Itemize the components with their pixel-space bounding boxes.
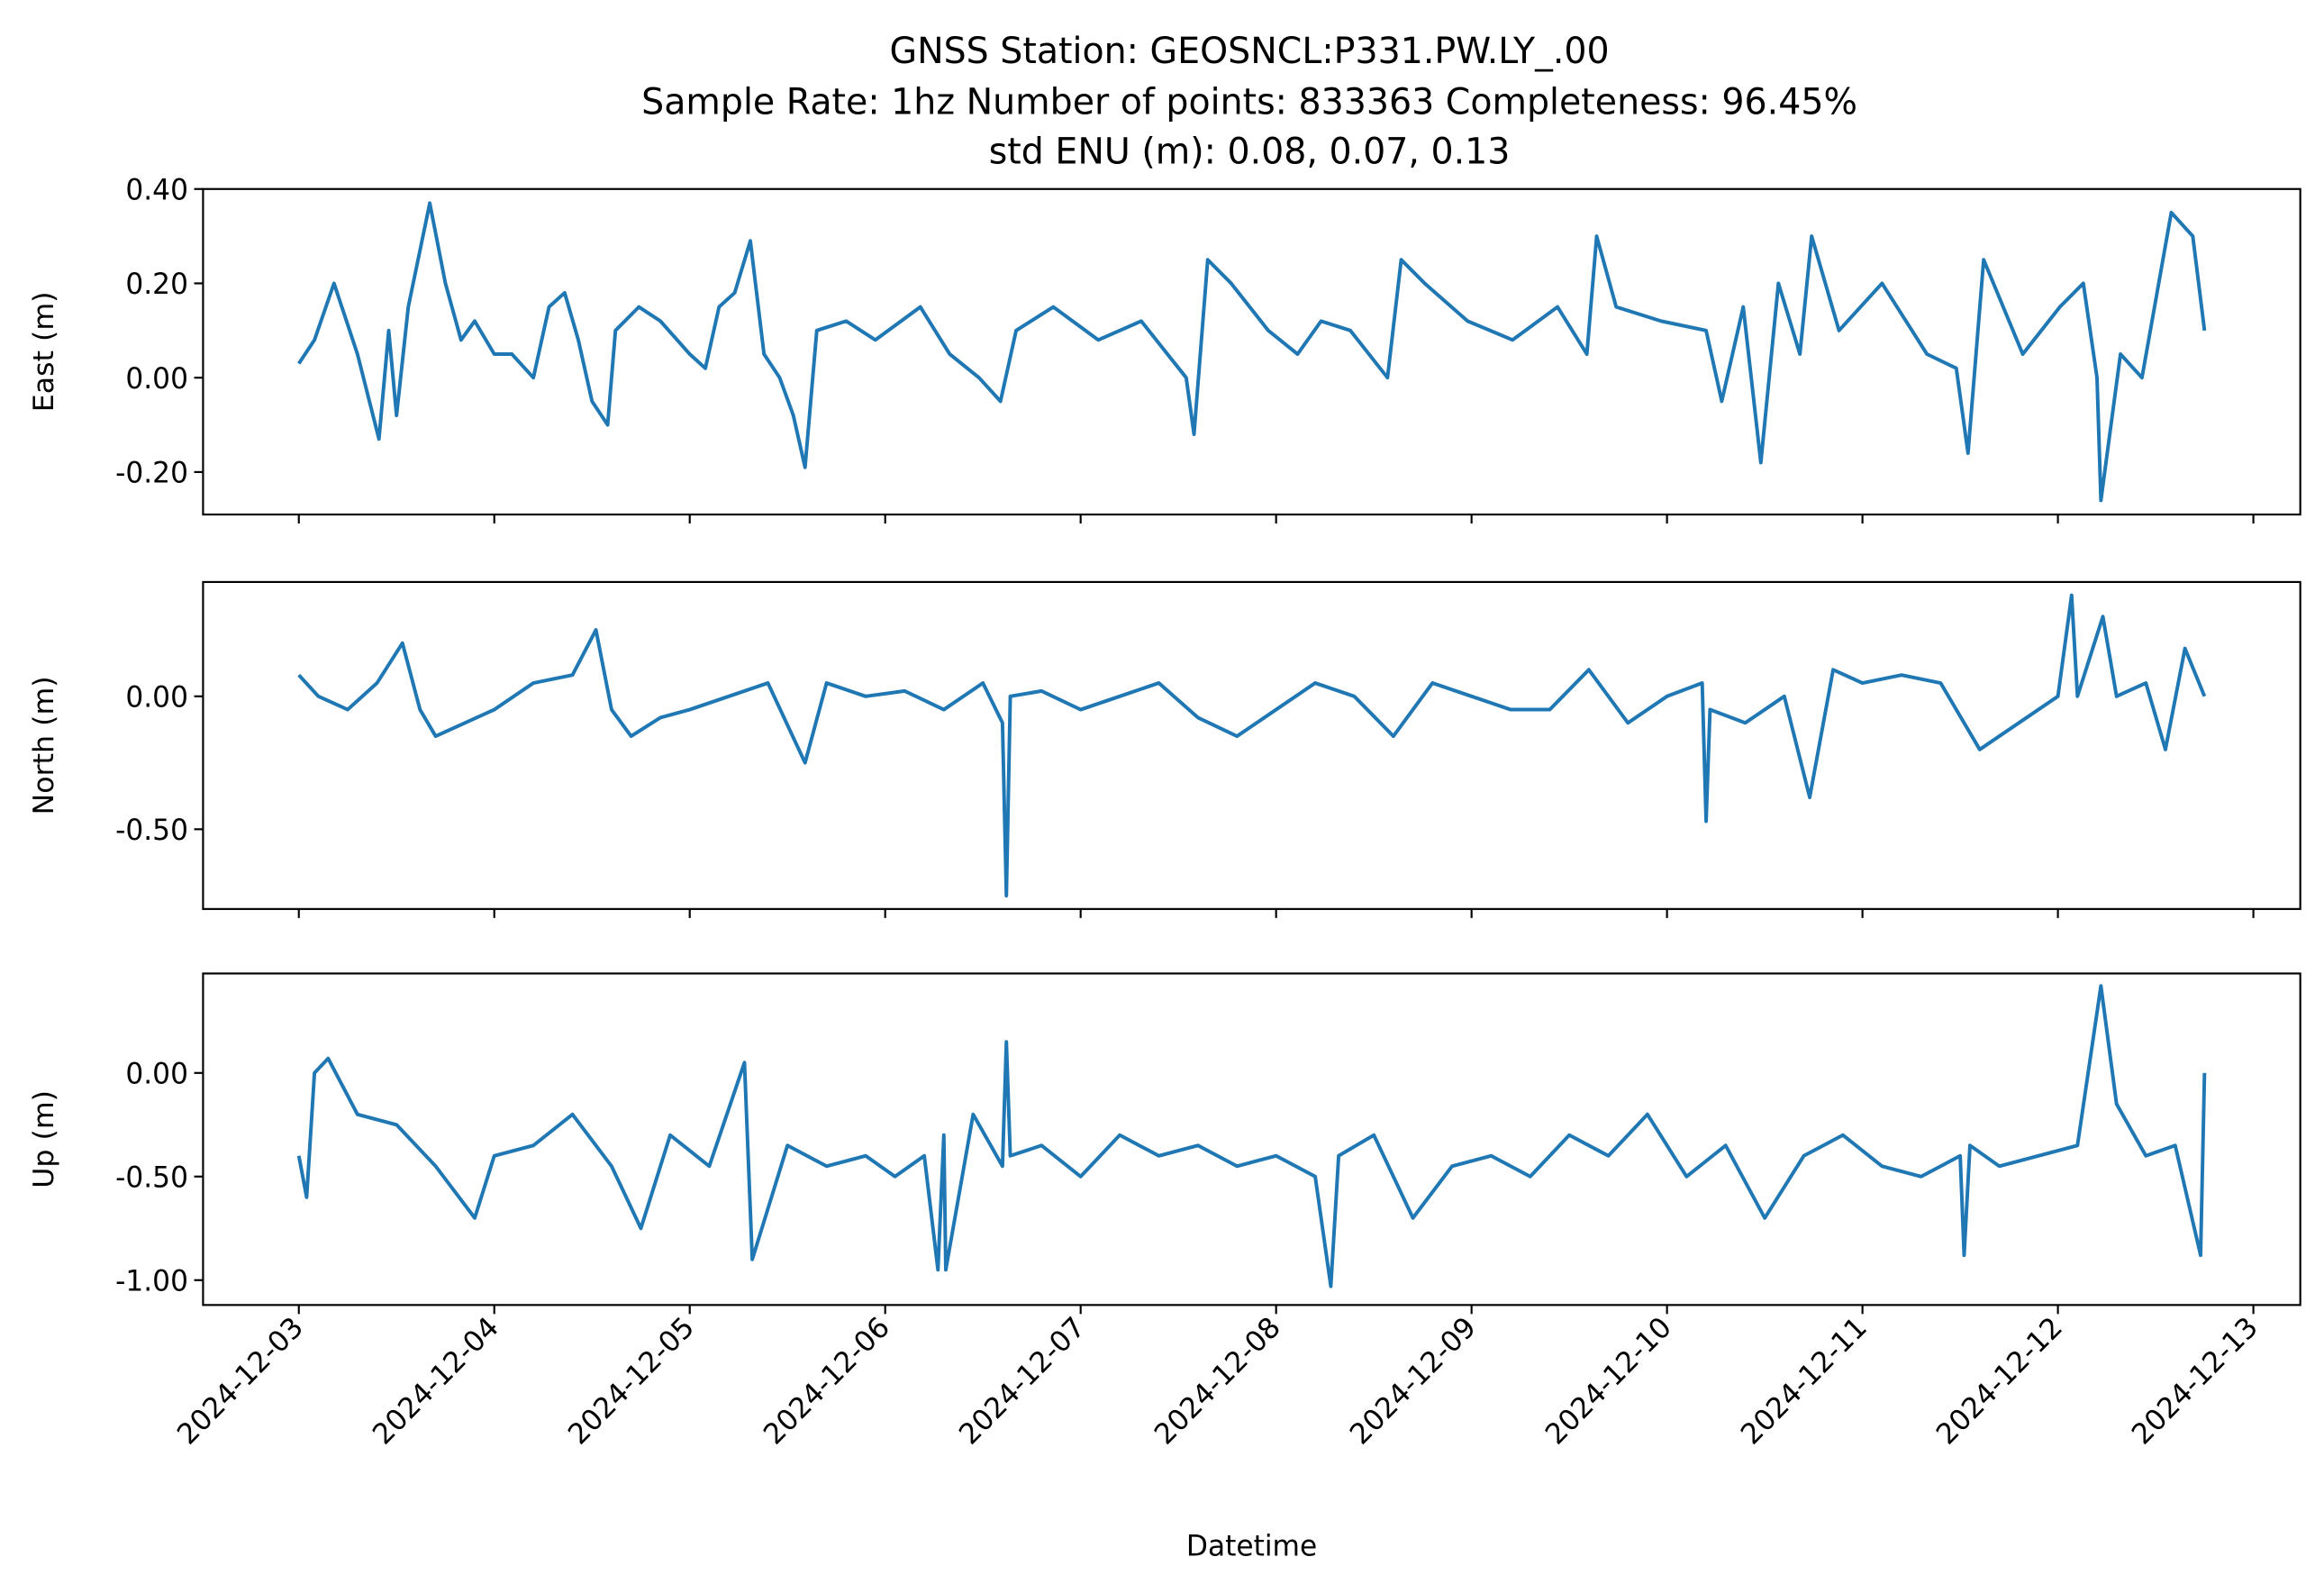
chart-subtitle: Sample Rate: 1hz Number of points: 83336… bbox=[641, 81, 1857, 123]
data-line bbox=[296, 984, 2207, 1288]
y-tick-label: 0.00 bbox=[125, 1058, 188, 1090]
y-tick-label: 0.00 bbox=[125, 681, 188, 714]
y-tick-label: -1.00 bbox=[115, 1265, 188, 1297]
y-tick-label: -0.20 bbox=[115, 457, 188, 489]
y-tick-label: 0.20 bbox=[125, 269, 188, 301]
axes-frame bbox=[202, 187, 2301, 516]
y-axis-label: Up (m) bbox=[28, 1090, 60, 1188]
axes-frame bbox=[202, 972, 2301, 1306]
data-line bbox=[297, 201, 2207, 503]
data-line bbox=[297, 593, 2207, 898]
chart-subtitle: std ENU (m): 0.08, 0.07, 0.13 bbox=[989, 131, 1511, 172]
axes-frame bbox=[202, 580, 2301, 910]
y-tick-label: -0.50 bbox=[115, 1161, 188, 1194]
y-tick-label: 0.00 bbox=[125, 363, 188, 396]
chart-title: GNSS Station: GEOSNCL:P331.PW.LY_.00 bbox=[889, 31, 1609, 72]
y-axis-label: East (m) bbox=[28, 292, 60, 413]
y-tick-label: 0.40 bbox=[125, 174, 188, 206]
y-axis-label: North (m) bbox=[28, 676, 60, 815]
x-axis-label: Datetime bbox=[1186, 1530, 1317, 1562]
y-tick-label: -0.50 bbox=[115, 815, 188, 847]
